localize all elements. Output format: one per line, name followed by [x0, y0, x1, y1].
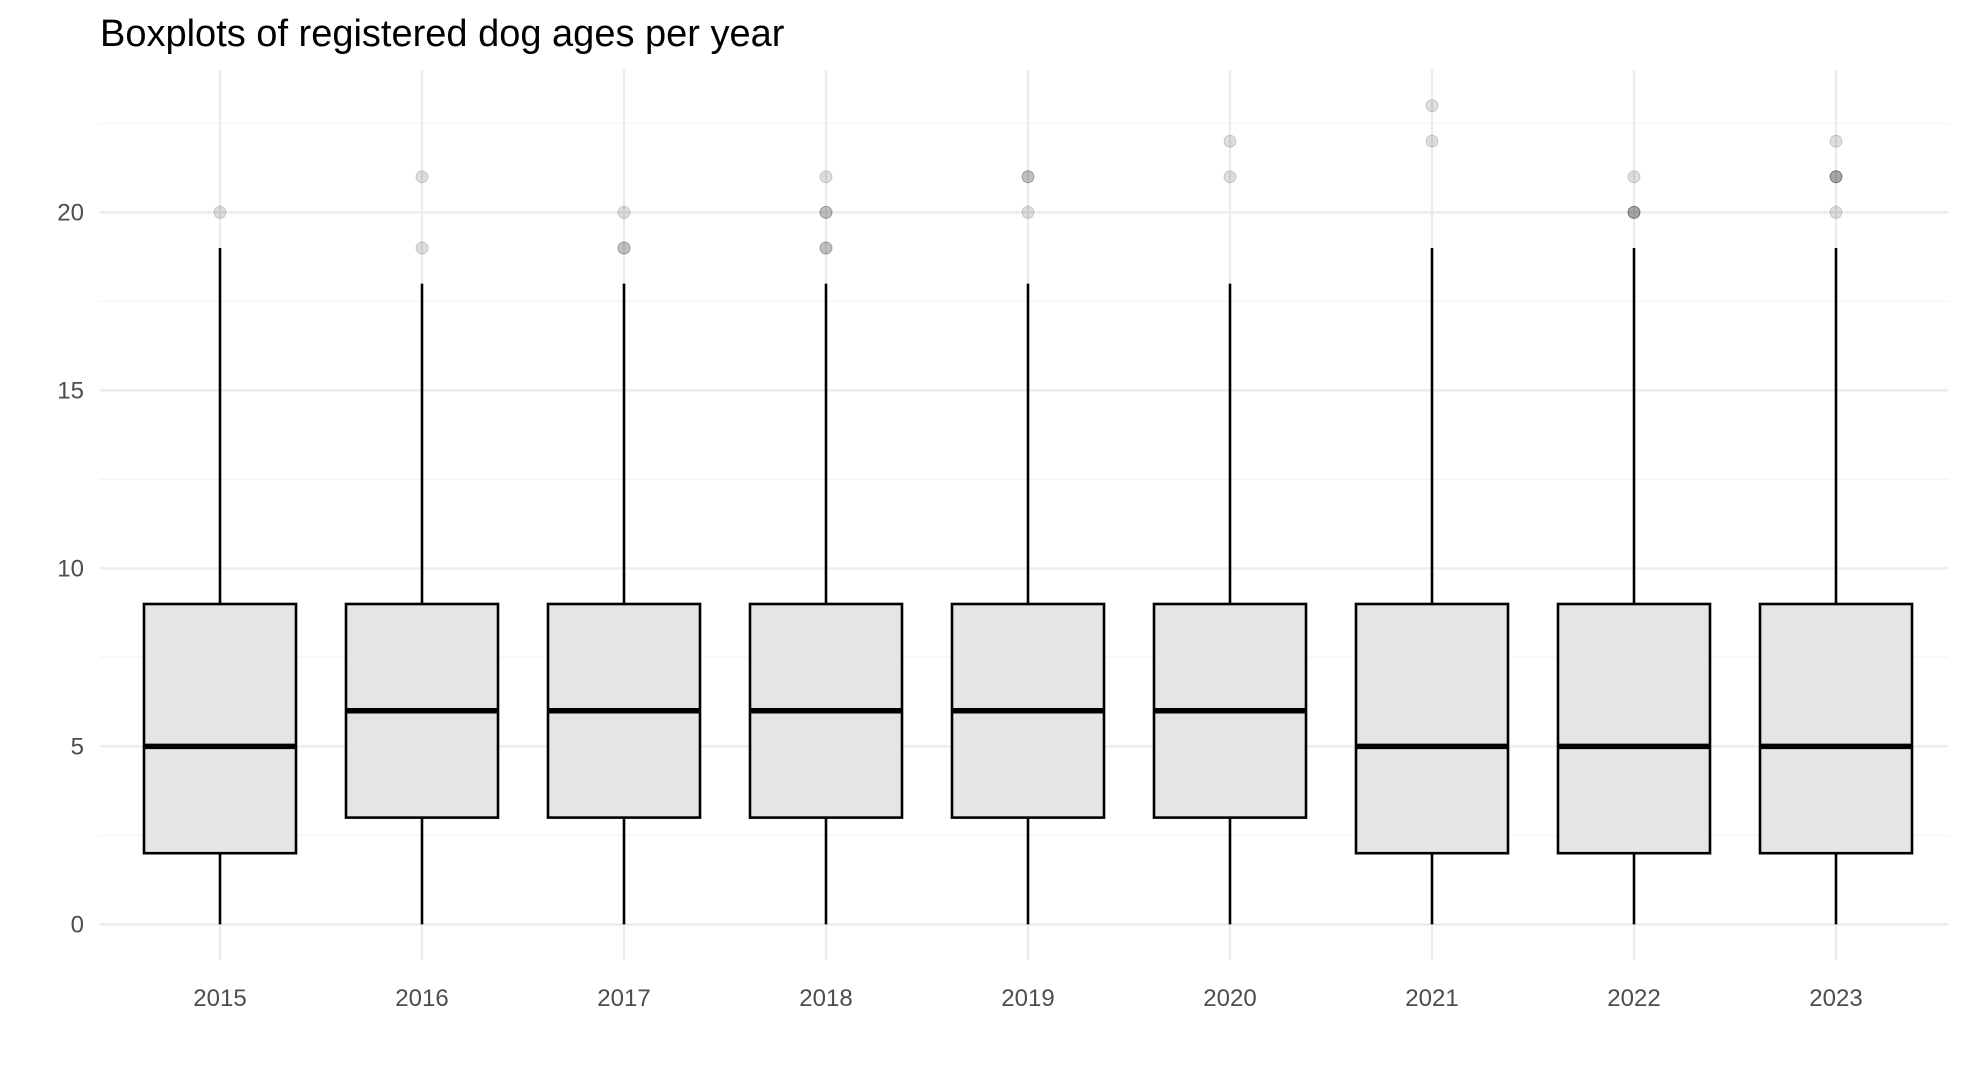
outlier-point: [1627, 205, 1641, 219]
outlier-point: [617, 205, 631, 219]
box-2020: [1152, 134, 1308, 925]
box-2022: [1556, 170, 1712, 925]
outlier-point: [1223, 134, 1237, 148]
x-tick-label: 2023: [1809, 985, 1862, 1012]
outlier-point: [819, 170, 833, 184]
y-tick-label: 0: [71, 911, 84, 938]
outlier-point: [819, 241, 833, 255]
outlier-point: [1021, 170, 1035, 184]
y-tick-label: 15: [57, 377, 84, 404]
outlier-point: [1829, 134, 1843, 148]
box-2021: [1354, 99, 1510, 925]
outlier-point: [1829, 205, 1843, 219]
outlier-point: [1425, 99, 1439, 113]
outlier-point: [1223, 170, 1237, 184]
boxplot-series: [142, 99, 1914, 925]
outlier-point: [1829, 170, 1843, 184]
y-axis-tick-labels: 0 5 10 15 20: [57, 199, 84, 938]
outlier-point: [213, 205, 227, 219]
outlier-point: [819, 205, 833, 219]
x-axis-tick-labels: 2015 2016 2017 2018 2019 2020 2021 2022 2023: [193, 985, 1862, 1012]
x-tick-label: 2018: [799, 985, 852, 1012]
box-2016: [344, 170, 500, 925]
box-2018: [748, 170, 904, 925]
outlier-point: [1021, 170, 1035, 184]
iqr-box: [142, 602, 298, 855]
y-tick-label: 5: [71, 733, 84, 760]
iqr-box: [1758, 602, 1914, 855]
outlier-point: [1829, 170, 1843, 184]
x-tick-label: 2017: [597, 985, 650, 1012]
outlier-point: [819, 205, 833, 219]
box-2023: [1758, 134, 1914, 925]
x-tick-label: 2016: [395, 985, 448, 1012]
outlier-point: [415, 170, 429, 184]
x-tick-label: 2022: [1607, 985, 1660, 1012]
box-2017: [546, 205, 702, 925]
outlier-point: [1627, 205, 1641, 219]
y-tick-label: 20: [57, 199, 84, 226]
x-tick-label: 2021: [1405, 985, 1458, 1012]
iqr-box: [1556, 602, 1712, 855]
box-2015: [142, 205, 298, 925]
outlier-point: [1627, 170, 1641, 184]
outlier-point: [1425, 134, 1439, 148]
outlier-point: [1829, 170, 1843, 184]
outlier-point: [617, 241, 631, 255]
outlier-point: [1627, 205, 1641, 219]
box-2019: [950, 170, 1106, 925]
x-tick-label: 2020: [1203, 985, 1256, 1012]
outlier-point: [617, 241, 631, 255]
iqr-box: [1354, 602, 1510, 855]
outlier-point: [819, 241, 833, 255]
x-tick-label: 2015: [193, 985, 246, 1012]
chart-title: Boxplots of registered dog ages per year: [100, 13, 785, 55]
x-tick-label: 2019: [1001, 985, 1054, 1012]
outlier-point: [1021, 205, 1035, 219]
outlier-point: [415, 241, 429, 255]
y-tick-label: 10: [57, 555, 84, 582]
